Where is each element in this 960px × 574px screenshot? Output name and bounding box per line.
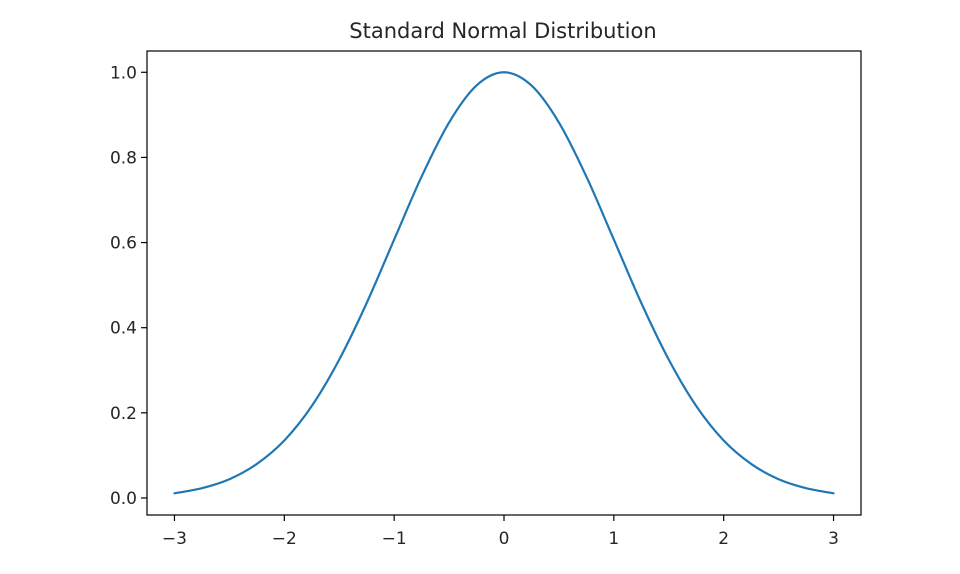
y-tick-label: 0.0 bbox=[110, 489, 137, 509]
x-tick-label: 3 bbox=[828, 529, 839, 549]
y-tick-label: 0.6 bbox=[110, 234, 137, 254]
y-tick-label: 0.2 bbox=[110, 404, 137, 424]
x-tick-label: −2 bbox=[272, 529, 297, 549]
series-line bbox=[173, 71, 835, 495]
x-tick-label: −3 bbox=[162, 529, 187, 549]
x-tick-label: 0 bbox=[499, 529, 510, 549]
y-tick-label: 1.0 bbox=[110, 63, 137, 83]
x-tick-label: −1 bbox=[382, 529, 407, 549]
y-tick-label: 0.8 bbox=[110, 148, 137, 168]
chart-title: Standard Normal Distribution bbox=[349, 19, 656, 43]
axes-frame bbox=[146, 50, 862, 516]
y-tick-label: 0.4 bbox=[110, 319, 137, 339]
x-tick-label: 1 bbox=[608, 529, 619, 549]
plot-area: −3 −2 −1 0 1 2 3 0.0 0.2 0.4 0.6 0.8 1.0 bbox=[110, 50, 862, 549]
x-tick-label: 2 bbox=[718, 529, 729, 549]
